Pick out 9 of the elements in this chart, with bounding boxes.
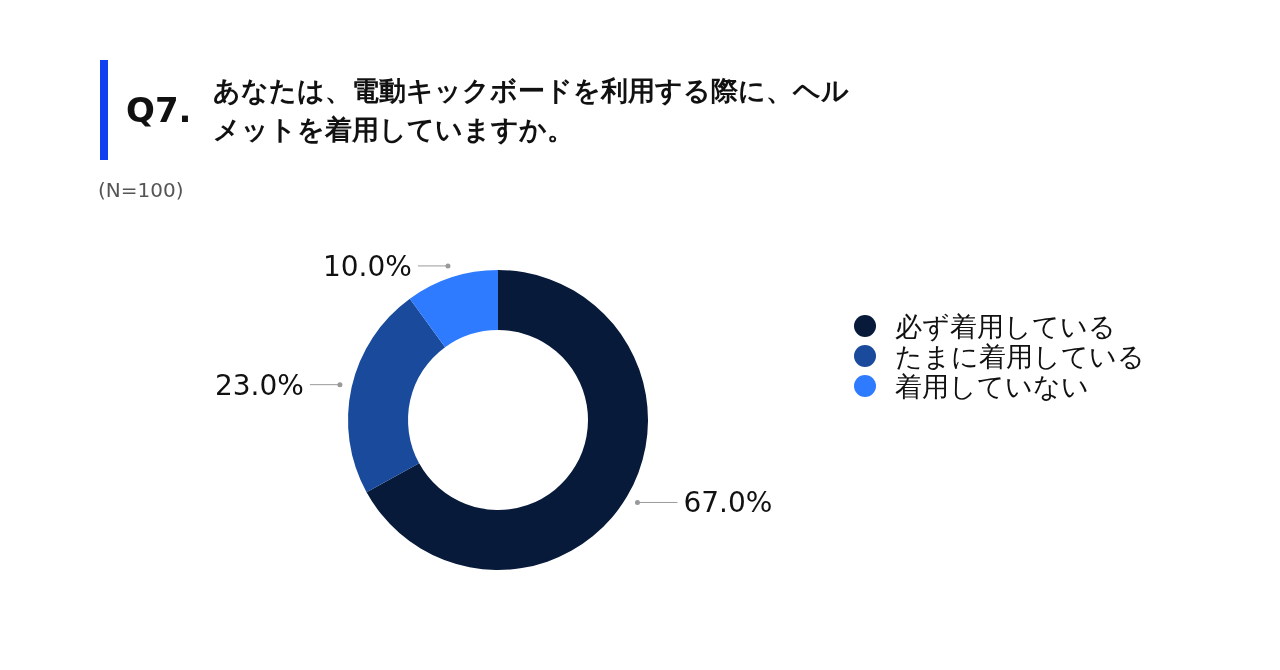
data-label: 23.0% [214, 368, 304, 402]
data-label: 67.0% [683, 486, 773, 520]
legend-label: 着用していない [895, 371, 1089, 402]
legend-label: 必ず着用している [895, 311, 1116, 342]
data-label: 10.0% [322, 249, 412, 283]
text: (N=100) [98, 178, 184, 202]
legend-label: たまに着用している [895, 341, 1145, 372]
chart-title: Q7. [126, 90, 192, 130]
chart-subtitle: あなたは、電動キックボードを利用する際に、ヘルメットを着用していますか。 [213, 73, 851, 147]
